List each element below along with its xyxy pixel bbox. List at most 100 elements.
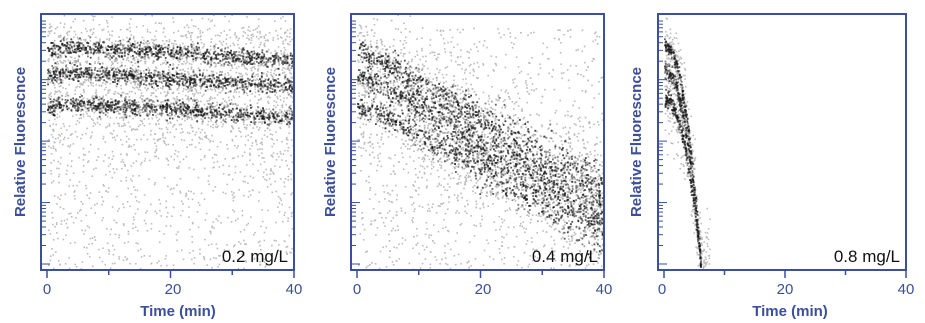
scatter-point <box>190 36 192 39</box>
band-point <box>217 84 219 87</box>
band-point <box>221 71 223 73</box>
band-point <box>94 75 97 78</box>
band-point <box>215 80 218 83</box>
scatter-point <box>224 47 227 49</box>
band-point <box>219 71 222 73</box>
band-point <box>216 76 218 78</box>
band-point <box>192 111 195 114</box>
scatter-point <box>92 28 95 30</box>
band-point <box>271 84 274 86</box>
band-point <box>133 74 136 76</box>
band-point <box>195 45 198 48</box>
scatter-point <box>250 37 253 39</box>
scatter-point <box>65 32 68 35</box>
scatter-point <box>90 207 93 209</box>
band-point <box>47 46 49 49</box>
band-point <box>88 63 91 65</box>
scatter-point <box>240 52 243 54</box>
band-point <box>70 45 73 48</box>
scatter-point <box>132 108 134 111</box>
band-point <box>61 42 63 45</box>
scatter-point <box>59 34 62 37</box>
band-point <box>53 53 56 55</box>
band-point <box>120 109 123 111</box>
scatter-point <box>50 153 53 155</box>
band-point <box>125 73 128 76</box>
band-point <box>203 52 206 54</box>
band-point <box>234 51 236 54</box>
scatter-point <box>65 70 67 73</box>
scatter-point <box>254 231 256 234</box>
band-point <box>277 67 280 70</box>
band-point <box>131 50 134 52</box>
scatter-point <box>226 143 228 146</box>
scatter-point <box>241 155 244 157</box>
band-point <box>162 107 164 110</box>
band-point <box>61 69 64 71</box>
scatter-point <box>88 255 91 258</box>
scatter-point <box>108 123 111 125</box>
scatter-point <box>288 110 291 112</box>
scatter-point <box>199 131 202 134</box>
band-point <box>179 46 181 49</box>
scatter-point <box>175 233 178 236</box>
band-point <box>271 88 274 91</box>
scatter-point <box>270 52 272 54</box>
scatter-point <box>263 157 265 159</box>
band-point <box>111 67 114 70</box>
band-point <box>145 48 147 50</box>
band-point <box>71 40 73 43</box>
band-point <box>107 74 110 77</box>
band-point <box>246 114 249 116</box>
band-point <box>156 75 159 78</box>
band-point <box>117 54 120 57</box>
scatter-point <box>66 31 69 33</box>
scatter-point <box>76 120 79 122</box>
band-point <box>75 104 78 107</box>
scatter-point <box>122 259 125 262</box>
band-point <box>139 82 141 84</box>
band-point <box>140 49 143 52</box>
band-point <box>173 56 175 58</box>
scatter-point <box>194 146 197 148</box>
band-point <box>94 95 97 98</box>
scatter-point <box>274 68 277 70</box>
scatter-point <box>59 135 62 137</box>
scatter-point <box>180 123 183 126</box>
scatter-point <box>176 155 179 158</box>
scatter-point <box>163 91 166 93</box>
band-point <box>273 54 276 57</box>
scatter-point <box>98 78 101 81</box>
band-point <box>275 55 277 58</box>
scatter-point <box>82 113 85 115</box>
scatter-point <box>140 57 142 59</box>
scatter-point <box>193 98 195 101</box>
band-point <box>56 67 59 70</box>
scatter-point <box>110 67 112 69</box>
scatter-point <box>150 262 152 265</box>
scatter-point <box>138 153 140 155</box>
scatter-point <box>268 122 270 125</box>
scatter-point <box>153 72 156 74</box>
scatter-point <box>147 118 150 120</box>
scatter-point <box>145 41 147 44</box>
scatter-point <box>113 93 116 95</box>
scatter-point <box>214 115 217 118</box>
band-point <box>167 74 170 76</box>
band-point <box>253 116 256 119</box>
scatter-point <box>183 60 185 63</box>
scatter-point <box>272 152 275 154</box>
scatter-point <box>139 267 142 270</box>
band-point <box>213 114 216 116</box>
scatter-point <box>163 141 165 143</box>
band-point <box>259 62 262 65</box>
scatter-point <box>187 72 190 75</box>
scatter-point <box>261 138 263 140</box>
scatter-point <box>237 155 239 158</box>
scatter-point <box>127 146 130 148</box>
scatter-point <box>225 51 228 53</box>
band-point <box>169 52 172 55</box>
scatter-point <box>221 64 223 66</box>
scatter-point <box>244 175 246 178</box>
scatter-point <box>74 130 77 133</box>
